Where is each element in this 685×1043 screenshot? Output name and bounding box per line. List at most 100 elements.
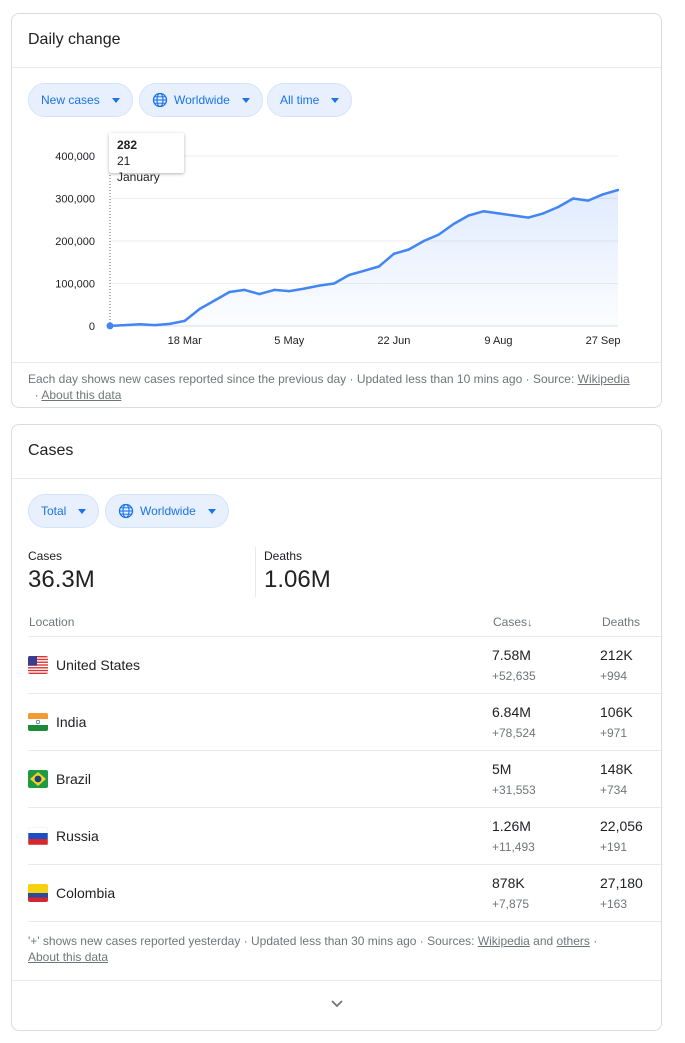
caret-down-icon [207,508,216,514]
deaths-new-value: +734 [600,783,628,797]
cases-new-value: +11,493 [492,840,535,854]
data-point [332,282,336,285]
cases-region-dropdown[interactable]: Worldwide [105,494,229,528]
deaths-value: 148K [600,761,633,777]
russia-flag-icon [28,827,48,845]
cases-footnote-text: '+' shows new cases reported yesterday ·… [28,934,478,948]
data-point [377,265,381,268]
footnote-separator: · [589,934,598,948]
arrow-down-icon: ↓ [527,617,533,629]
tooltip-value: 282 [117,138,138,152]
location-name: Colombia [56,885,116,901]
data-point [347,273,351,277]
about-data-link[interactable]: About this data [28,950,109,964]
y-tick-label: 400,000 [55,151,95,163]
y-tick-label: 200,000 [55,236,95,248]
others-link[interactable]: others [556,934,590,948]
deaths-new-value: +163 [600,897,628,911]
cases-new-value: +7,875 [492,897,530,911]
y-tick-label: 300,000 [55,194,95,206]
data-point [258,292,261,296]
x-tick-label: 9 Aug [484,335,512,347]
data-point [123,323,127,327]
cases-new-value: +78,524 [492,726,536,740]
table-row[interactable]: Brazil 5M +31,553 148K +734 [28,750,663,807]
range-dropdown-label: All time [280,93,320,107]
table-row[interactable]: India 6.84M +78,524 106K +971 [28,693,663,750]
wikipedia-link[interactable]: Wikipedia [577,372,630,386]
cases-value: 1.26M [492,818,531,834]
data-point [437,233,440,236]
y-tick-label: 100,000 [55,279,95,291]
x-tick-label: 5 May [274,335,304,347]
y-tick-label: 0 [89,321,95,333]
total-dropdown[interactable]: Total [28,494,100,528]
location-name: India [56,714,87,730]
caret-down-icon [111,97,120,103]
metric-dropdown-label: New cases [41,93,100,107]
caret-down-icon [241,97,250,103]
range-dropdown[interactable]: All time [267,83,353,117]
data-point [467,214,470,217]
x-tick-label: 18 Mar [168,335,203,347]
series-area [110,190,618,326]
data-point [512,214,515,217]
india-flag-icon [28,713,48,731]
total-cases-value: 36.3M [28,566,95,593]
data-point [362,269,366,272]
divider [12,980,661,981]
location-column-header: Location [29,615,75,629]
globe-icon [118,503,134,519]
cases-footnote: '+' shows new cases reported yesterday ·… [28,933,628,965]
daily-footnote: Each day shows new cases reported since … [28,371,645,403]
about-data-link[interactable]: About this data [41,388,122,402]
divider [12,362,661,363]
cases-value: 6.84M [492,704,531,720]
deaths-value: 22,056 [600,818,643,834]
region-dropdown[interactable]: Worldwide [139,83,263,117]
divider [255,547,256,597]
cases-title: Cases [28,442,74,459]
cases-new-value: +31,553 [492,783,536,797]
footnote-and: and [529,934,557,948]
cases-value: 7.58M [492,647,531,663]
total-dropdown-label: Total [41,504,67,518]
wikipedia-link[interactable]: Wikipedia [477,934,530,948]
data-point [303,287,306,290]
brazil-flag-icon [28,770,48,788]
data-point [168,322,171,326]
deaths-column-header[interactable]: Deaths [602,615,641,629]
divider [12,67,661,68]
total-deaths-label: Deaths [264,549,303,563]
deaths-new-value: +994 [600,669,628,683]
data-point [273,288,276,292]
table-row[interactable]: Colombia 878K +7,875 27,180 +163 [28,864,663,921]
data-point [183,319,186,323]
daily-change-title: Daily change [28,31,121,48]
data-point [586,199,590,202]
cases-value: 878K [492,875,525,891]
data-point [213,299,216,302]
table-row[interactable]: United States 7.58M +52,635 212K +994 [28,636,663,693]
caret-down-icon [78,508,87,514]
data-point [243,288,246,292]
caret-down-icon [331,97,340,103]
data-point [482,210,485,213]
cases-card: Cases Total Worldwide Cases 36.3M Deaths… [11,424,663,1031]
cases-column-header-label: Cases [493,615,528,629]
data-point [407,248,411,251]
data-point [288,289,291,293]
deaths-value: 27,180 [600,875,643,891]
deaths-new-value: +191 [600,840,628,854]
cases-column-header[interactable]: Cases↓ [493,615,533,629]
metric-dropdown[interactable]: New cases [28,83,133,117]
expand-button[interactable] [12,981,661,1031]
data-point [542,212,545,215]
deaths-new-value: +971 [600,726,628,740]
data-point [557,205,560,209]
cases-new-value: +52,635 [492,669,536,683]
daily-cases-chart[interactable]: 400,000 300,000 200,000 100,000 0 18 Mar 5 May… [12,14,661,354]
globe-icon [152,92,168,108]
data-point [527,216,530,219]
table-row[interactable]: Russia 1.26M +11,493 22,056 +191 [28,807,663,864]
